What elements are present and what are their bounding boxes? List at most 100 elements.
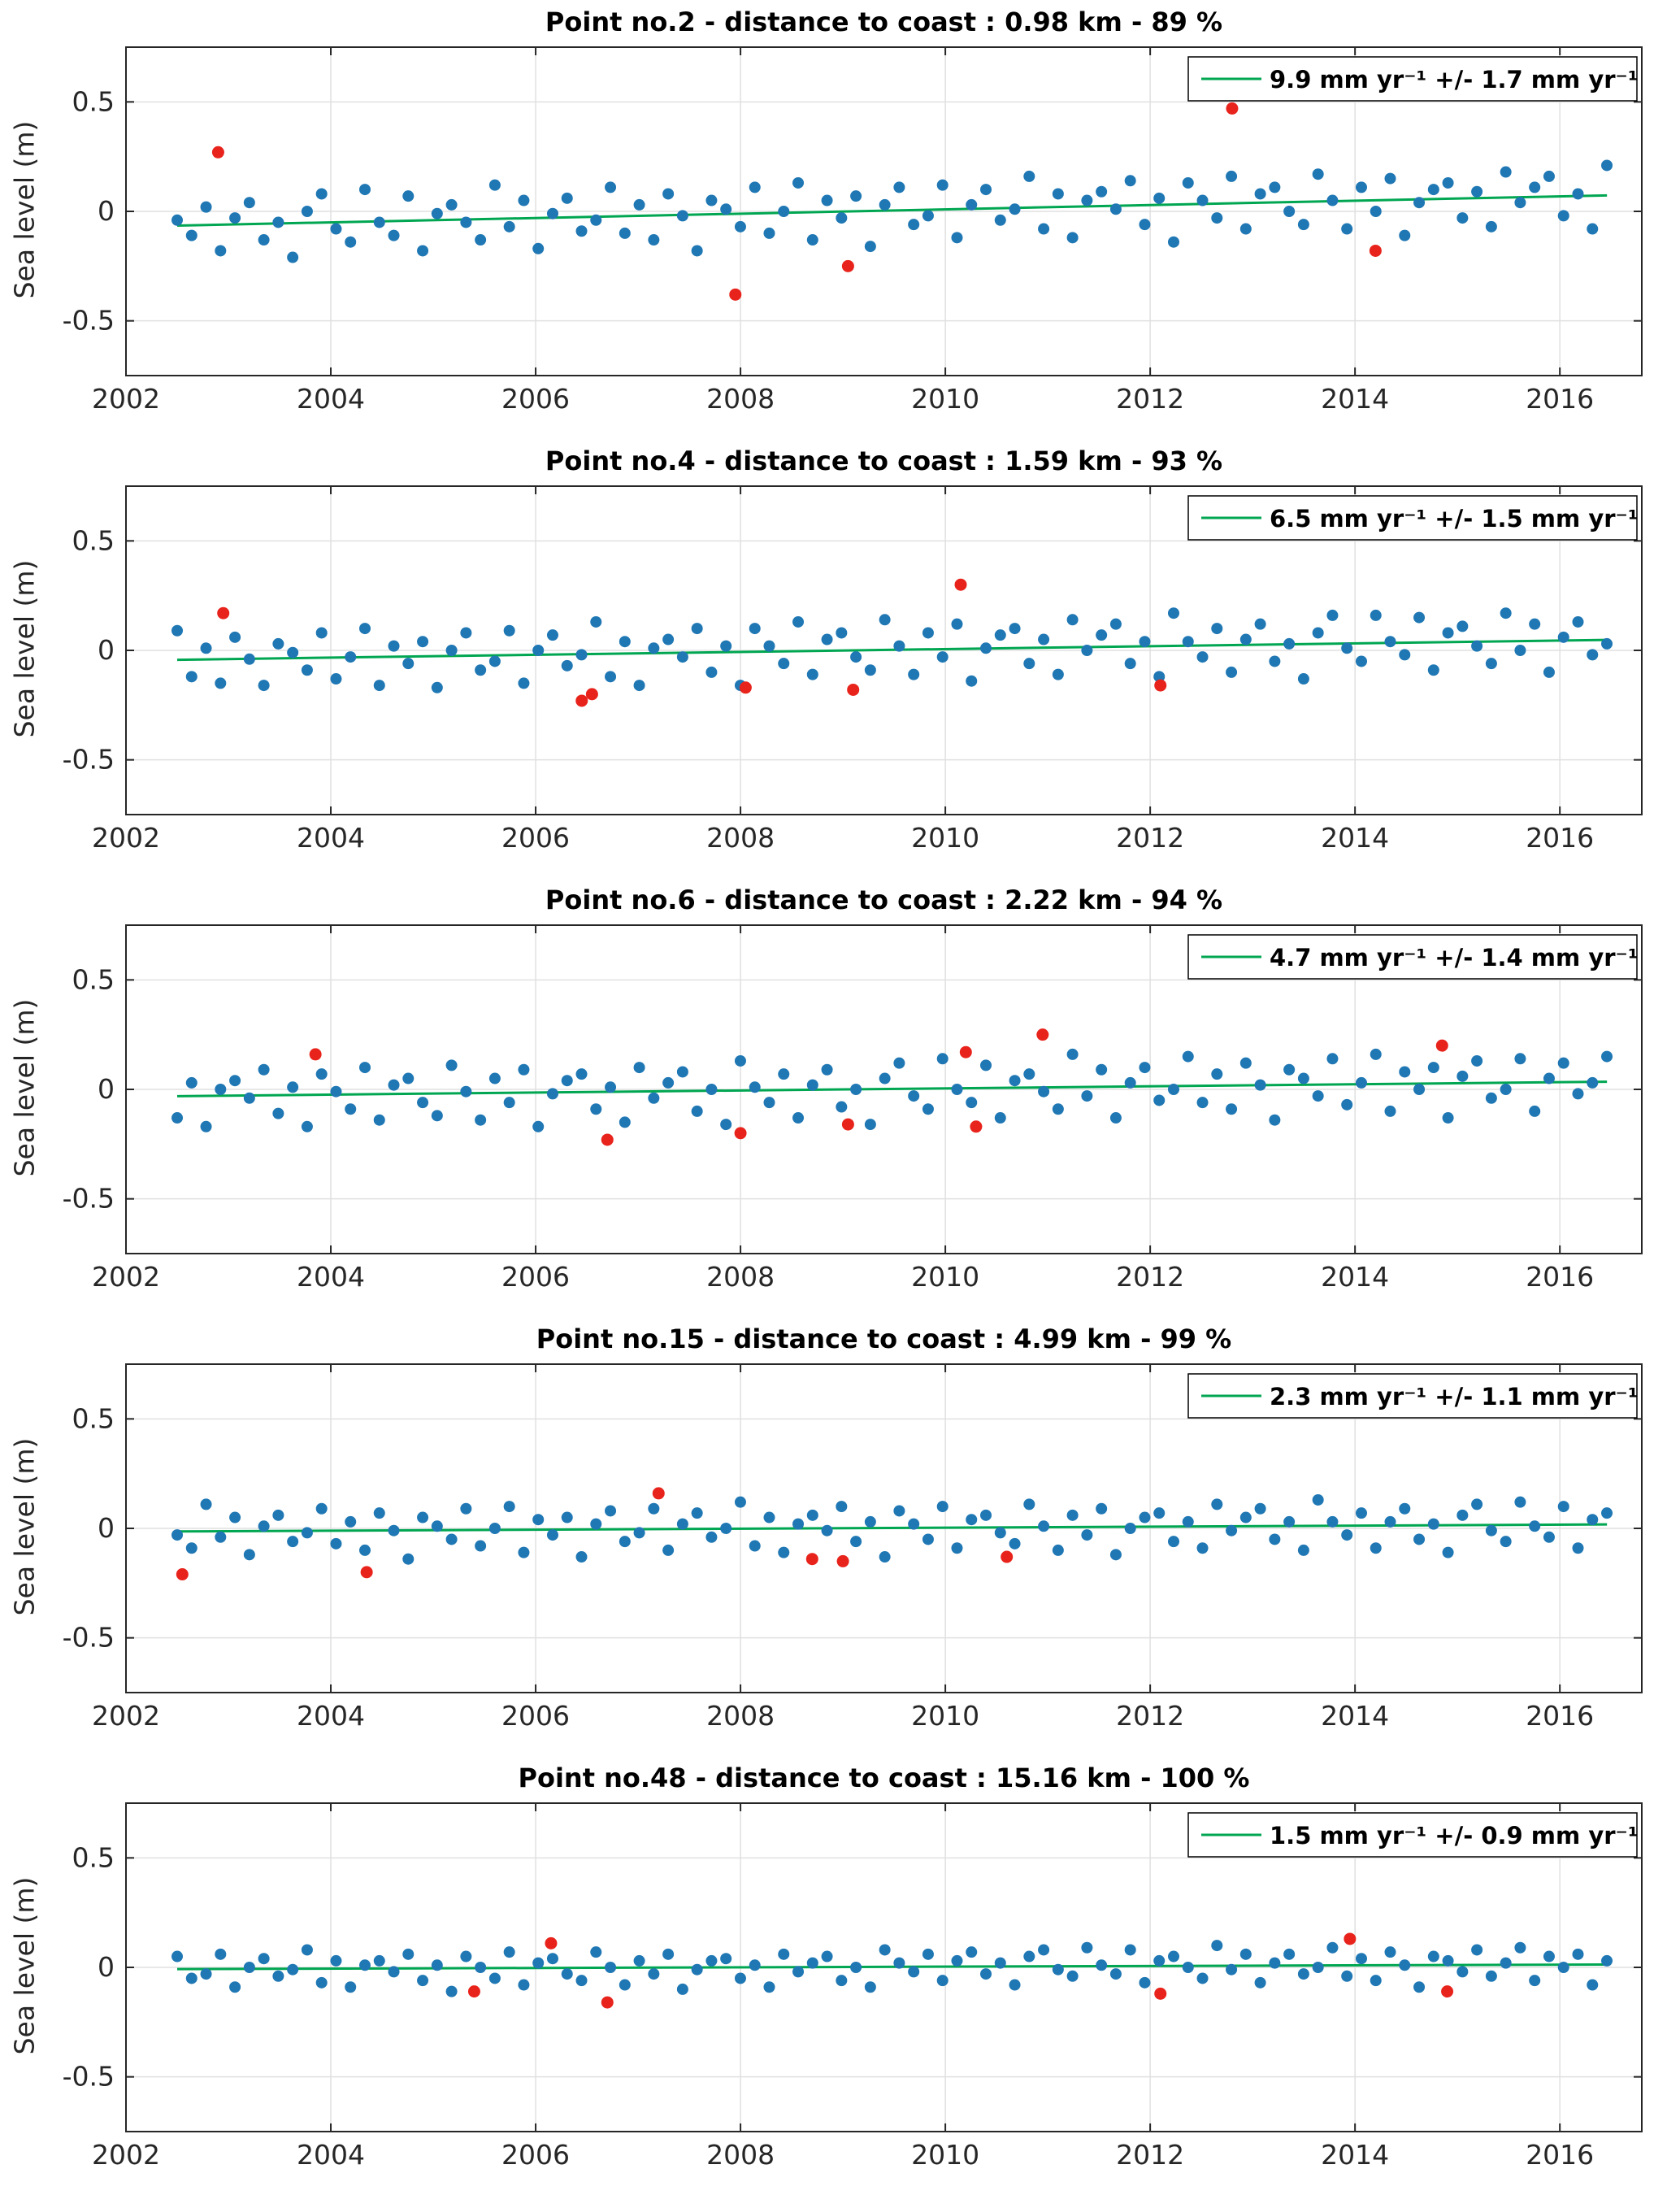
data-point <box>1239 1511 1252 1523</box>
data-point <box>345 1103 357 1115</box>
data-point <box>1399 1502 1411 1515</box>
data-point <box>1167 607 1179 619</box>
x-tick-label: 2008 <box>706 1261 775 1293</box>
data-point <box>243 1549 255 1561</box>
data-point <box>301 664 313 676</box>
data-point <box>605 1505 617 1517</box>
data-point <box>850 1962 862 1973</box>
data-point <box>1196 1972 1209 1984</box>
data-point <box>1456 1966 1469 1978</box>
data-point <box>806 668 818 680</box>
panel-point-4: Point no.4 - distance to coast : 1.59 km… <box>0 439 1680 878</box>
data-point <box>388 1079 400 1091</box>
data-point <box>503 1946 515 1958</box>
data-point <box>1239 1948 1252 1960</box>
data-point <box>373 216 385 228</box>
legend-box <box>1187 934 1638 980</box>
data-point <box>503 624 515 637</box>
data-point <box>431 1520 443 1532</box>
data-point <box>936 1053 949 1065</box>
data-point <box>1601 159 1613 172</box>
data-point <box>879 1072 891 1084</box>
panel-title: Point no.48 - distance to coast : 15.16 … <box>518 1763 1250 1793</box>
data-point <box>1572 1948 1584 1960</box>
trend-line <box>176 1523 1608 1533</box>
data-point <box>1326 194 1339 206</box>
data-point <box>864 664 876 676</box>
data-point <box>575 1975 588 1987</box>
data-point <box>1326 1515 1339 1528</box>
x-tick-label: 2012 <box>1116 383 1184 415</box>
data-point <box>619 636 631 648</box>
data-point <box>532 242 545 254</box>
data-point <box>936 1975 949 1987</box>
data-point <box>417 245 429 257</box>
data-point <box>951 1954 963 1967</box>
data-point <box>648 1968 660 1980</box>
data-point <box>1529 1975 1541 1987</box>
data-point <box>705 1954 718 1967</box>
outlier-point <box>1344 1932 1357 1945</box>
data-point <box>1427 1062 1439 1074</box>
data-point <box>1442 1954 1454 1967</box>
data-point <box>1514 197 1526 209</box>
data-point <box>1124 1523 1136 1534</box>
panel-point-6: Point no.6 - distance to coast : 2.22 km… <box>0 878 1680 1317</box>
x-tick-label: 2004 <box>297 1700 365 1732</box>
data-point <box>1326 1941 1339 1954</box>
data-point <box>792 1518 805 1530</box>
data-point <box>518 194 530 206</box>
data-point <box>1052 668 1064 680</box>
data-point <box>1312 1493 1324 1506</box>
data-point <box>518 1063 530 1076</box>
y-tick-label: 0 <box>98 1951 115 1983</box>
data-point <box>417 636 429 648</box>
data-point <box>936 651 949 663</box>
outlier-point <box>1154 1987 1167 2000</box>
data-point <box>1226 1103 1238 1115</box>
data-point <box>402 1072 415 1084</box>
data-point <box>1297 1968 1309 1980</box>
panel-title: Point no.2 - distance to coast : 0.98 km… <box>545 7 1223 37</box>
data-point <box>720 203 732 215</box>
data-point <box>1572 1088 1584 1100</box>
data-point <box>922 1533 934 1545</box>
data-point <box>1601 1954 1613 1967</box>
data-point <box>561 1511 573 1523</box>
trend-line <box>177 1962 1608 1971</box>
data-point <box>676 651 688 663</box>
outlier-point <box>847 683 860 696</box>
outlier-point <box>954 578 967 591</box>
data-point <box>417 1511 429 1523</box>
data-point <box>691 1105 703 1117</box>
data-point <box>778 658 790 670</box>
data-point <box>488 1523 501 1534</box>
data-point <box>1283 1515 1296 1528</box>
data-point <box>1196 1097 1209 1109</box>
data-point <box>705 1084 718 1095</box>
y-tick-label: -0.5 <box>63 2061 115 2093</box>
data-point <box>358 1544 371 1556</box>
data-point <box>1023 1068 1035 1080</box>
data-point <box>605 181 617 193</box>
data-point <box>1153 1954 1166 1967</box>
data-point <box>532 1120 545 1132</box>
data-point <box>200 1120 212 1132</box>
data-point <box>445 1985 458 1997</box>
data-point <box>1413 197 1426 209</box>
data-point <box>879 1551 891 1563</box>
data-point <box>908 668 920 680</box>
data-point <box>503 1097 515 1109</box>
data-point <box>1456 212 1469 224</box>
data-point <box>1052 1103 1064 1115</box>
data-point <box>1009 1979 1021 1991</box>
data-point <box>1514 1053 1526 1065</box>
data-point <box>445 198 458 211</box>
data-point <box>561 659 573 672</box>
data-point <box>185 671 198 683</box>
data-point <box>1167 1536 1179 1548</box>
data-point <box>301 1120 313 1132</box>
data-point <box>561 1075 573 1087</box>
outlier-point <box>1154 679 1167 692</box>
panel-point-15: Point no.15 - distance to coast : 4.99 k… <box>0 1317 1680 1756</box>
